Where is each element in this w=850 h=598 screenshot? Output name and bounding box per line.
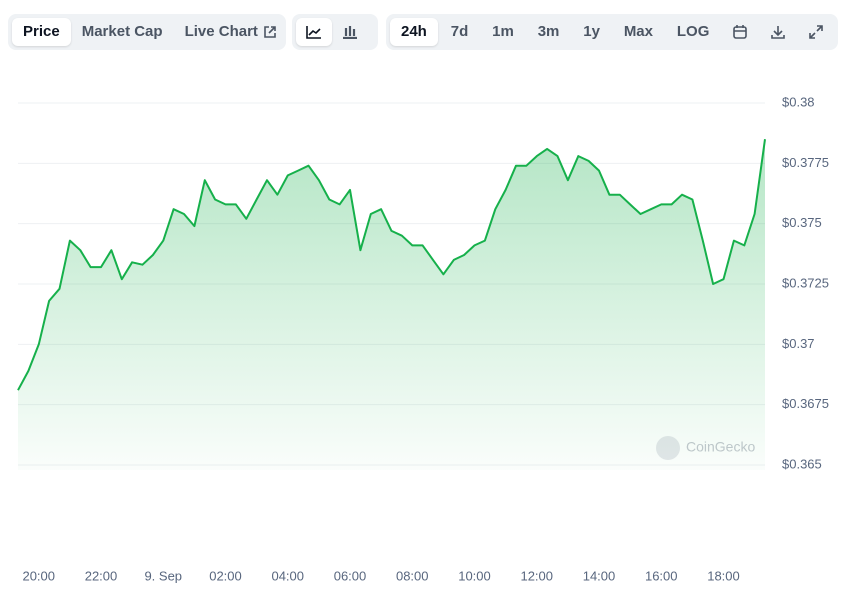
tab-group: Price Market Cap Live Chart xyxy=(8,14,286,50)
line-icon xyxy=(306,26,321,39)
download-icon xyxy=(771,26,785,39)
x-tick-label: 06:00 xyxy=(334,568,367,583)
y-tick-label: $0.365 xyxy=(782,456,822,471)
range-button[interactable]: 7d xyxy=(450,23,469,40)
range-button[interactable]: Max xyxy=(623,23,653,40)
y-tick-label: $0.375 xyxy=(782,215,822,230)
tab-button[interactable]: Live Chart xyxy=(174,18,288,46)
y-tick-label: $0.3675 xyxy=(782,396,829,411)
price-line xyxy=(17,139,766,391)
x-tick-label: 9. Sep xyxy=(144,568,182,583)
candle-chart-button[interactable] xyxy=(332,18,368,46)
range-button[interactable]: 1m xyxy=(492,23,514,40)
y-tick-label: $0.3725 xyxy=(782,275,829,290)
range-button[interactable]: 1y xyxy=(583,23,600,40)
price-area xyxy=(18,139,765,470)
range-button[interactable]: 24h xyxy=(390,18,438,46)
x-tick-label: 20:00 xyxy=(22,568,55,583)
tab-button[interactable]: Market Cap xyxy=(81,23,163,40)
calendar-button[interactable] xyxy=(722,18,758,46)
y-tick-label: $0.38 xyxy=(782,94,815,109)
x-tick-label: 02:00 xyxy=(209,568,242,583)
x-tick-label: 12:00 xyxy=(520,568,553,583)
download-button[interactable] xyxy=(760,18,796,46)
x-tick-label: 16:00 xyxy=(645,568,678,583)
x-tick-label: 22:00 xyxy=(85,568,118,583)
y-tick-label: $0.37 xyxy=(782,336,815,351)
y-tick-label: $0.3775 xyxy=(782,155,829,170)
tab-label: Live Chart xyxy=(184,23,258,40)
x-tick-label: 18:00 xyxy=(707,568,740,583)
x-tick-label: 10:00 xyxy=(458,568,491,583)
watermark: CoinGecko xyxy=(656,436,755,460)
calendar-icon xyxy=(733,25,748,39)
chart-type-group xyxy=(292,14,378,50)
candle-icon xyxy=(343,26,357,39)
line-chart-button[interactable] xyxy=(296,18,332,46)
log-button[interactable]: LOG xyxy=(676,23,710,40)
external-icon xyxy=(264,26,276,38)
tab-button[interactable]: Price xyxy=(12,18,71,46)
fullscreen-button[interactable] xyxy=(798,18,834,46)
x-tick-label: 08:00 xyxy=(396,568,429,583)
expand-icon xyxy=(809,25,823,39)
x-tick-label: 04:00 xyxy=(271,568,304,583)
x-tick-label: 14:00 xyxy=(583,568,616,583)
watermark-text: CoinGecko xyxy=(686,439,755,455)
range-group: 24h 7d 1m 3m 1y Max LOG xyxy=(386,14,838,50)
range-button[interactable]: 3m xyxy=(537,23,560,40)
